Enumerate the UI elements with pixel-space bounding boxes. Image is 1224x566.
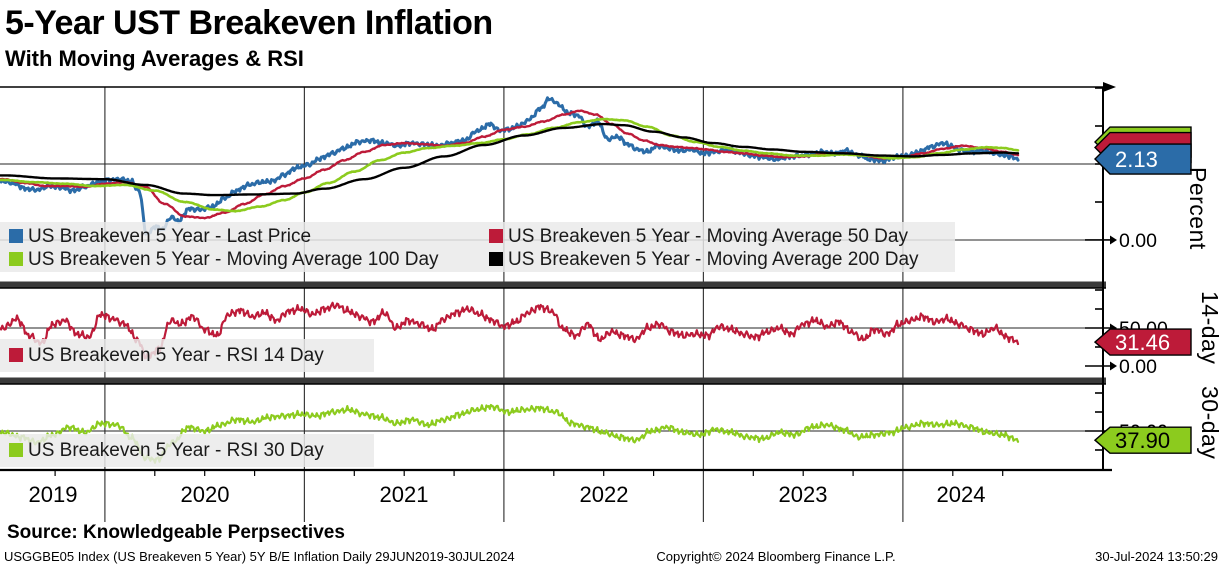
terminal-info-bar: USGGBE05 Index (US Breakeven 5 Year) 5Y … [0, 546, 1224, 566]
ma200-swatch-icon [489, 252, 503, 266]
last-value-label-price: 2.13 [1115, 147, 1158, 172]
panel-separator-2 [0, 377, 1106, 384]
last-value-label-rsi14: 31.46 [1115, 330, 1170, 355]
last-value-label-rsi30: 37.90 [1115, 428, 1170, 453]
series-line-price-2 [0, 117, 1020, 213]
legend-item-ma50: US Breakeven 5 Year - Moving Average 50 … [489, 226, 908, 247]
axis-label-14-day: 14-day [1197, 291, 1223, 365]
legend-main-panel: US Breakeven 5 Year - Last Price US Brea… [0, 222, 955, 272]
page-subtitle: With Moving Averages & RSI [5, 46, 304, 71]
last-price-swatch-icon [9, 229, 23, 243]
source-attribution: Source: Knowledgeable Perpsectives [7, 522, 345, 543]
legend-label-ma100: US Breakeven 5 Year - Moving Average 100… [28, 249, 439, 270]
legend-rsi14-panel: US Breakeven 5 Year - RSI 14 Day [0, 339, 374, 372]
tick-label-price-0: 0.00 [1119, 230, 1157, 252]
year-label-2023: 2023 [778, 482, 828, 507]
year-label-2021: 2021 [379, 482, 429, 507]
legend-item-rsi14: US Breakeven 5 Year - RSI 14 Day [9, 345, 324, 366]
value-badge-rsi30 [1093, 426, 1192, 454]
tick-arrow-icon-price-0 [1110, 235, 1117, 245]
series-line-price-3 [0, 122, 1020, 197]
value-badge-price [1094, 143, 1192, 175]
ma100-swatch-icon [9, 252, 23, 266]
panel-separator-1 [0, 281, 1106, 288]
page-title: 5-Year UST Breakeven Inflation [5, 4, 493, 42]
axis-label-30-day: 30-day [1197, 386, 1223, 460]
legend-label-ma50: US Breakeven 5 Year - Moving Average 50 … [508, 226, 908, 247]
legend-item-last-price: US Breakeven 5 Year - Last Price [9, 226, 311, 247]
legend-item-ma200: US Breakeven 5 Year - Moving Average 200… [489, 249, 919, 270]
top-axis-arrow-icon [1103, 82, 1116, 92]
series-line-price-0 [0, 96, 1020, 236]
axis-label-percent: Percent [1185, 167, 1211, 250]
legend-rsi30-panel: US Breakeven 5 Year - RSI 30 Day [0, 434, 374, 467]
year-label-2022: 2022 [579, 482, 629, 507]
year-label-2020: 2020 [180, 482, 230, 507]
quarterly-ticks [54, 470, 1004, 476]
legend-label-ma200: US Breakeven 5 Year - Moving Average 200… [508, 249, 919, 270]
rsi30-swatch-icon [9, 443, 23, 457]
ma50-swatch-icon [489, 229, 503, 243]
legend-label-rsi30: US Breakeven 5 Year - RSI 30 Day [28, 440, 324, 461]
copyright-notice: Copyright© 2024 Bloomberg Finance L.P. [656, 549, 896, 564]
year-label-2019: 2019 [28, 482, 78, 507]
series-group-rsi14 [0, 301, 1020, 360]
series-line-rsi14-0 [0, 301, 1020, 360]
chart-timestamp: 30-Jul-2024 13:50:29 [1095, 549, 1218, 564]
tick-label-rsi14-0: 0.00 [1119, 356, 1157, 378]
year-label-2024: 2024 [936, 482, 986, 507]
legend-label-rsi14: US Breakeven 5 Year - RSI 14 Day [28, 345, 324, 366]
legend-label-last-price: US Breakeven 5 Year - Last Price [28, 226, 312, 247]
rsi14-swatch-icon [9, 348, 23, 362]
legend-item-rsi30: US Breakeven 5 Year - RSI 30 Day [9, 440, 324, 461]
security-description: USGGBE05 Index (US Breakeven 5 Year) 5Y … [4, 549, 515, 564]
legend-item-ma100: US Breakeven 5 Year - Moving Average 100… [9, 249, 439, 270]
value-badge-rsi14 [1093, 328, 1192, 356]
tick-arrow-icon-rsi14-0 [1110, 361, 1117, 371]
series-group-price [0, 96, 1020, 236]
